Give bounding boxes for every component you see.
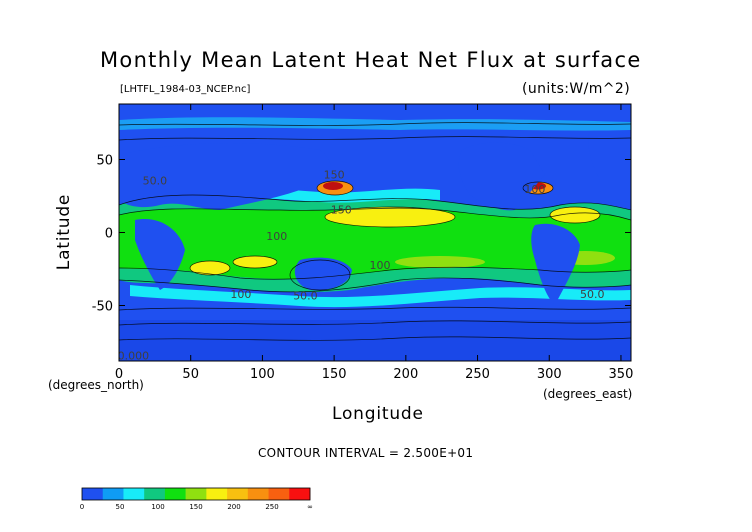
colorbar-tick-label: 200 — [227, 503, 240, 511]
colorbar-swatch — [144, 488, 166, 500]
north-pacific-yellow — [325, 207, 455, 227]
contour-lines — [119, 122, 631, 341]
y-axis-units: (degrees_north) — [48, 378, 144, 392]
colorbar: 0 50 100 150 200 250 ∞ — [80, 487, 313, 511]
contour-interval-label: CONTOUR INTERVAL = 2.500E+01 — [258, 446, 474, 460]
x-tick-label: 0 — [115, 367, 123, 382]
colorbar-swatch — [102, 488, 124, 500]
x-tick-label: 250 — [465, 367, 490, 382]
colorbar-swatch — [289, 488, 311, 500]
colorbar-swatch — [164, 488, 186, 500]
africa-land — [135, 219, 185, 290]
north-america-land — [458, 142, 545, 211]
eurasia-land — [119, 143, 331, 210]
x-tick-label: 100 — [250, 367, 275, 382]
x-tick-label: 50 — [182, 367, 199, 382]
colorbar-tick-label: 250 — [265, 503, 278, 511]
contour-label: 100 — [230, 288, 251, 301]
colorbar-frame — [81, 487, 311, 501]
y-ticks: 50 0 -50 — [92, 153, 631, 315]
contour-label: 150 — [331, 204, 352, 217]
colorbar-swatch — [206, 488, 228, 500]
contour-label: 150 — [324, 168, 345, 181]
contour-label: 100 — [524, 183, 545, 196]
indian-ocean-yellow — [190, 261, 230, 275]
x-tick-label: 200 — [393, 367, 418, 382]
contour-label: 100 — [266, 230, 287, 243]
southern-ocean — [119, 320, 631, 361]
y-tick-label: 50 — [96, 153, 113, 168]
greenland-europe-land — [588, 128, 631, 202]
north-atlantic-yellow — [550, 207, 600, 223]
x-tick-label: 350 — [609, 367, 634, 382]
contour-labels: 150 150 100 100 50.0 100 50.0 50.0 0.000 100 — [118, 168, 605, 363]
contour-label: 0.000 — [118, 350, 150, 363]
x-tick-label: 300 — [537, 367, 562, 382]
chart-title: Monthly Mean Latent Heat Net Flux at sur… — [100, 48, 642, 72]
colorbar-swatch — [268, 488, 290, 500]
colorbar-tick-label: 50 — [116, 503, 125, 511]
south-subtropic-cyan — [130, 285, 631, 308]
colorbar-tick-label: 100 — [151, 503, 164, 511]
x-axis-label: Longitude — [332, 404, 424, 424]
colorbar-swatch — [185, 488, 207, 500]
colorbar-swatch — [82, 488, 104, 500]
contour-label: 50.0 — [580, 288, 605, 301]
arctic-cyan — [119, 117, 631, 131]
colorbar-swatch — [123, 488, 145, 500]
contour-label: 50.0 — [293, 290, 318, 303]
y-tick-label: 0 — [105, 227, 113, 242]
south-america-land — [531, 223, 580, 305]
x-ticks: 0 50 100 150 200 250 300 350 — [115, 104, 634, 382]
contour-label: 50.0 — [143, 174, 168, 187]
australia-land — [294, 257, 352, 291]
south-indian-yellow — [233, 256, 277, 268]
x-axis-units: (degrees_east) — [543, 387, 633, 401]
y-tick-label: -50 — [92, 300, 113, 315]
colorbar-tick-label: 0 — [80, 503, 84, 511]
kuroshio-red — [323, 182, 343, 190]
colorbar-swatch — [247, 488, 269, 500]
colorbar-swatch — [227, 488, 249, 500]
x-tick-label: 150 — [322, 367, 347, 382]
colorbar-tick-label: 150 — [189, 503, 202, 511]
contour-label: 100 — [370, 259, 391, 272]
units-label: (units:W/m^2) — [522, 81, 631, 97]
colorbar-tick-label: ∞ — [307, 503, 313, 511]
flux-field: 150 150 100 100 50.0 100 50.0 50.0 0.000 100 — [118, 104, 631, 363]
south-pacific-yellowgreen — [395, 256, 485, 268]
chart-subtitle: [LHTFL_1984-03_NCEP.nc] — [120, 84, 251, 95]
